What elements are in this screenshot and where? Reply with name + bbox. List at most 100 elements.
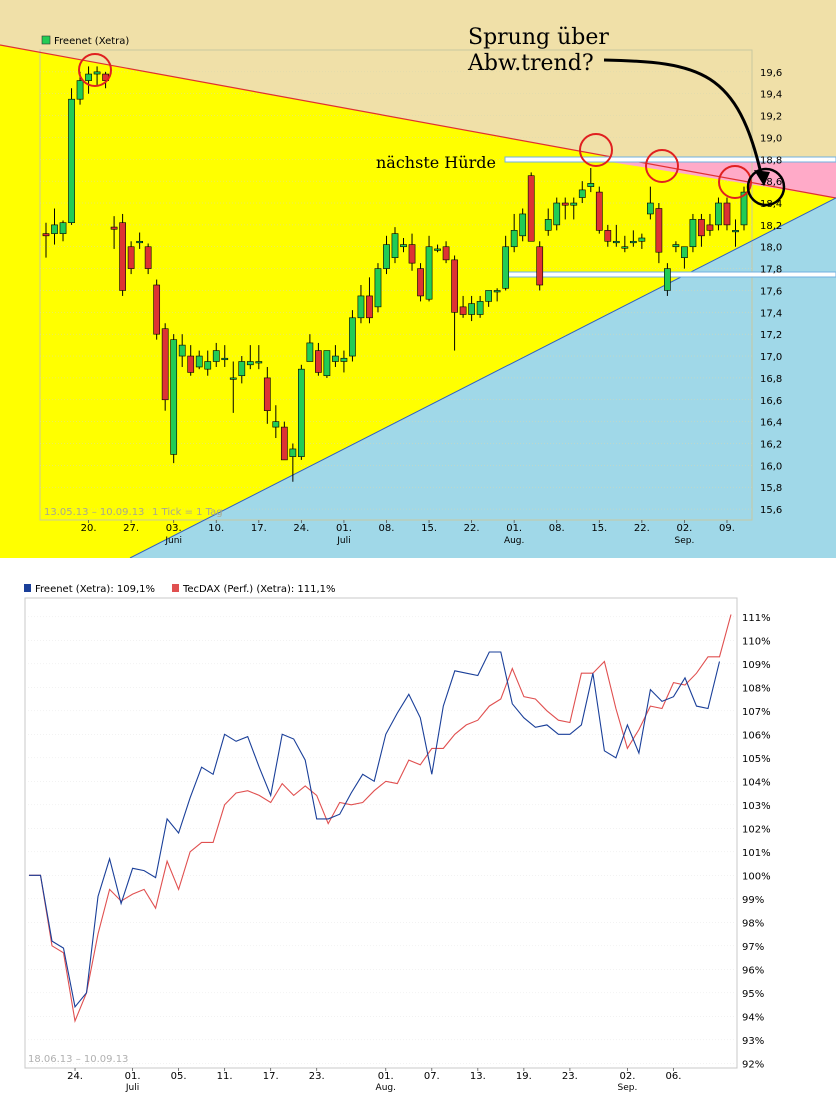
candle-body: [315, 350, 322, 373]
candle-body: [170, 339, 178, 455]
x-tick-label: 17.: [263, 1071, 279, 1082]
series-line: [29, 651, 721, 1009]
candle: [195, 350, 203, 370]
x-tick-label: 13.: [470, 1071, 486, 1082]
candle-body: [161, 328, 169, 401]
candle-body: [425, 246, 433, 300]
breakout-circle: [746, 167, 786, 207]
highlight-circle: [579, 133, 613, 167]
candle: [681, 246, 688, 269]
legend-swatch-tecdax: [172, 584, 179, 592]
y-tick-label: 17,8: [760, 265, 782, 276]
legend-swatch-freenet: [24, 584, 31, 592]
y-tick-label: 96%: [742, 965, 764, 976]
y-tick-label: 16,2: [760, 439, 782, 450]
candle: [280, 421, 288, 461]
date-range-label: 18.06.13 – 10.09.13: [28, 1054, 128, 1065]
candle: [246, 345, 254, 370]
candle: [340, 350, 348, 373]
candle-body: [93, 71, 101, 75]
x-tick-label: 01.: [125, 1071, 141, 1082]
zone-breakout: [598, 160, 836, 198]
x-tick-label: 22.: [464, 523, 480, 534]
x-tick-label: 07.: [424, 1071, 440, 1082]
y-tick-label: 15,6: [760, 505, 782, 516]
candle: [434, 244, 441, 253]
candle-body: [272, 421, 280, 428]
candle-body: [502, 246, 510, 289]
candle: [476, 295, 484, 318]
candle-body: [357, 295, 365, 319]
highlight-circle: [78, 53, 112, 87]
candle: [366, 277, 373, 324]
y-axis: 15,6 15,8 16,0 16,2 16,4 16,6 16,8 17,0 17,2 17,4…: [760, 68, 782, 516]
highlight-circle: [645, 149, 679, 183]
candle-body: [561, 202, 569, 206]
candle-body: [689, 219, 697, 248]
highlight-circles: [78, 53, 786, 207]
annotation-arrow: [603, 58, 764, 179]
candle: [561, 197, 569, 220]
candle-body: [119, 222, 126, 291]
candle: [468, 295, 475, 322]
y-tick-label: 99%: [742, 895, 764, 906]
candle-body: [706, 224, 714, 231]
candle-body: [238, 361, 246, 377]
legend-label-tecdax: TecDAX (Perf.) (Xetra): 111,1%: [182, 584, 336, 595]
freenet-candlestick-chart: 15,6 15,8 16,0 16,2 16,4 16,6 16,8 17,0 17,2 17,4…: [0, 0, 836, 558]
x-tick-label: 20.: [81, 523, 97, 534]
candle-body: [349, 317, 356, 357]
x-tick-label: 01.: [506, 523, 522, 534]
series-lines: [29, 614, 732, 1023]
candle-body: [442, 246, 450, 261]
candle: [612, 224, 620, 247]
candle: [229, 361, 237, 413]
y-tick-label: 18,0: [760, 243, 782, 254]
legend: Freenet (Xetra): 109,1% TecDAX (Perf.) (…: [24, 584, 336, 595]
legend-label-freenet: Freenet (Xetra): 109,1%: [35, 584, 155, 595]
candle-body: [604, 230, 612, 242]
candle: [127, 241, 135, 275]
candle: [723, 197, 731, 231]
y-tick-label: 94%: [742, 1012, 764, 1023]
candle-body: [587, 183, 595, 187]
x-tick-label: 22.: [634, 523, 650, 534]
y-tick-label: 106%: [742, 730, 771, 741]
candle-body: [195, 355, 203, 368]
candle: [510, 213, 518, 253]
candle-body: [553, 202, 561, 226]
y-tick-label: 102%: [742, 824, 771, 835]
legend: Freenet (Xetra): [41, 35, 129, 47]
candle-body: [323, 350, 331, 377]
candle-body: [612, 240, 620, 244]
candle: [323, 350, 331, 378]
candle-body: [536, 246, 544, 286]
candle: [595, 186, 603, 234]
candle-body: [289, 448, 297, 457]
candle: [493, 288, 501, 302]
candle: [706, 213, 714, 236]
x-tick-label: 08.: [379, 523, 395, 534]
candle: [519, 208, 527, 242]
x-tick-label: 06.: [666, 1071, 682, 1082]
candle: [698, 213, 705, 247]
y-tick-label: 92%: [742, 1059, 764, 1070]
date-range-label: 13.05.13 – 10.09.13: [44, 507, 144, 518]
candle: [374, 263, 382, 313]
candle: [110, 216, 118, 249]
x-month-label: Juli: [125, 1083, 139, 1093]
y-tick-label: 15,8: [760, 483, 782, 494]
candle-body: [681, 246, 688, 258]
y-tick-label: 93%: [742, 1036, 764, 1047]
series-line: [29, 614, 732, 1023]
candle-body: [178, 344, 186, 357]
candle: [238, 356, 246, 384]
candle-body: [383, 244, 390, 269]
candle-body: [510, 230, 518, 248]
candle: [604, 224, 612, 247]
candle-body: [476, 301, 484, 315]
candle: [93, 66, 101, 85]
y-tick-label: 19,4: [760, 90, 782, 101]
y-tick-label: 104%: [742, 777, 771, 788]
candle-body: [110, 226, 118, 230]
